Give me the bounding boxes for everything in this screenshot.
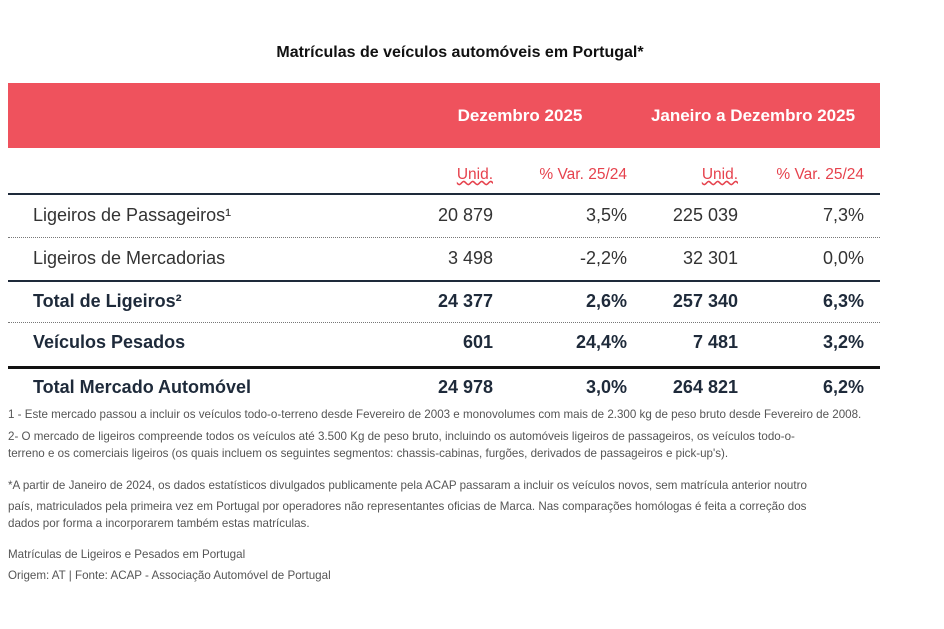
table-cell: 257 340 — [672, 291, 738, 311]
row-label: Total Mercado Automóvel — [33, 377, 252, 397]
footnote-line: *A partir de Janeiro de 2024, os dados e… — [8, 479, 807, 492]
table-cell: 3,2% — [822, 332, 864, 352]
row-label: Ligeiros de Mercadorias — [33, 248, 226, 268]
column-header: Unid. — [456, 166, 493, 183]
footnote-line: dados por forma a incorporarem também es… — [8, 517, 310, 530]
column-header: % Var. 25/24 — [776, 166, 864, 183]
table-cell: 24 978 — [437, 377, 493, 397]
row-separator — [8, 237, 880, 238]
table-cell: 32 301 — [682, 248, 738, 268]
table-cell: 24,4% — [575, 332, 627, 352]
table-cell: 3 498 — [447, 248, 493, 268]
footnote-line: Origem: AT | Fonte: ACAP - Associação Au… — [8, 569, 331, 582]
table-cell: -2,2% — [579, 248, 627, 268]
row-separator — [8, 366, 880, 369]
header-band — [8, 83, 880, 148]
row-label: Total de Ligeiros² — [33, 291, 182, 311]
row-label: Ligeiros de Passageiros¹ — [33, 205, 232, 225]
row-separator — [8, 280, 880, 282]
header-rule — [8, 193, 880, 195]
table-cell: 601 — [462, 332, 493, 352]
table-cell: 3,0% — [585, 377, 627, 397]
row-separator — [8, 322, 880, 323]
footnote-line: 2- O mercado de ligeiros compreende todo… — [8, 430, 795, 443]
table-cell: 225 039 — [672, 205, 738, 225]
table-cell: 6,3% — [822, 291, 864, 311]
title: Matrículas de veículos automóveis em Por… — [276, 44, 644, 61]
table-cell: 3,5% — [585, 205, 627, 225]
footnote-line: terreno e os comerciais ligeiros (os qua… — [8, 447, 729, 460]
row-label: Veículos Pesados — [33, 332, 186, 352]
table-cell: 0,0% — [822, 248, 864, 268]
column-group-header: Janeiro a Dezembro 2025 — [650, 106, 856, 125]
footnote-line: país, matriculados pela primeira vez em … — [8, 500, 807, 513]
table-cell: 24 377 — [437, 291, 493, 311]
table-cell: 20 879 — [437, 205, 493, 225]
column-group-header: Dezembro 2025 — [457, 106, 583, 125]
footnote-line: 1 - Este mercado passou a incluir os veí… — [8, 408, 862, 421]
footnote-line: Matrículas de Ligeiros e Pesados em Port… — [8, 548, 246, 561]
column-header: % Var. 25/24 — [539, 166, 627, 183]
table-cell: 7,3% — [822, 205, 864, 225]
table-cell: 2,6% — [585, 291, 627, 311]
column-header: Unid. — [701, 166, 738, 183]
table-cell: 7 481 — [692, 332, 738, 352]
table-cell: 6,2% — [822, 377, 864, 397]
table-cell: 264 821 — [672, 377, 738, 397]
